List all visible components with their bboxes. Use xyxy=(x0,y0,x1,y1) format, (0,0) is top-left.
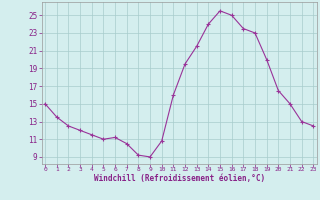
X-axis label: Windchill (Refroidissement éolien,°C): Windchill (Refroidissement éolien,°C) xyxy=(94,174,265,183)
